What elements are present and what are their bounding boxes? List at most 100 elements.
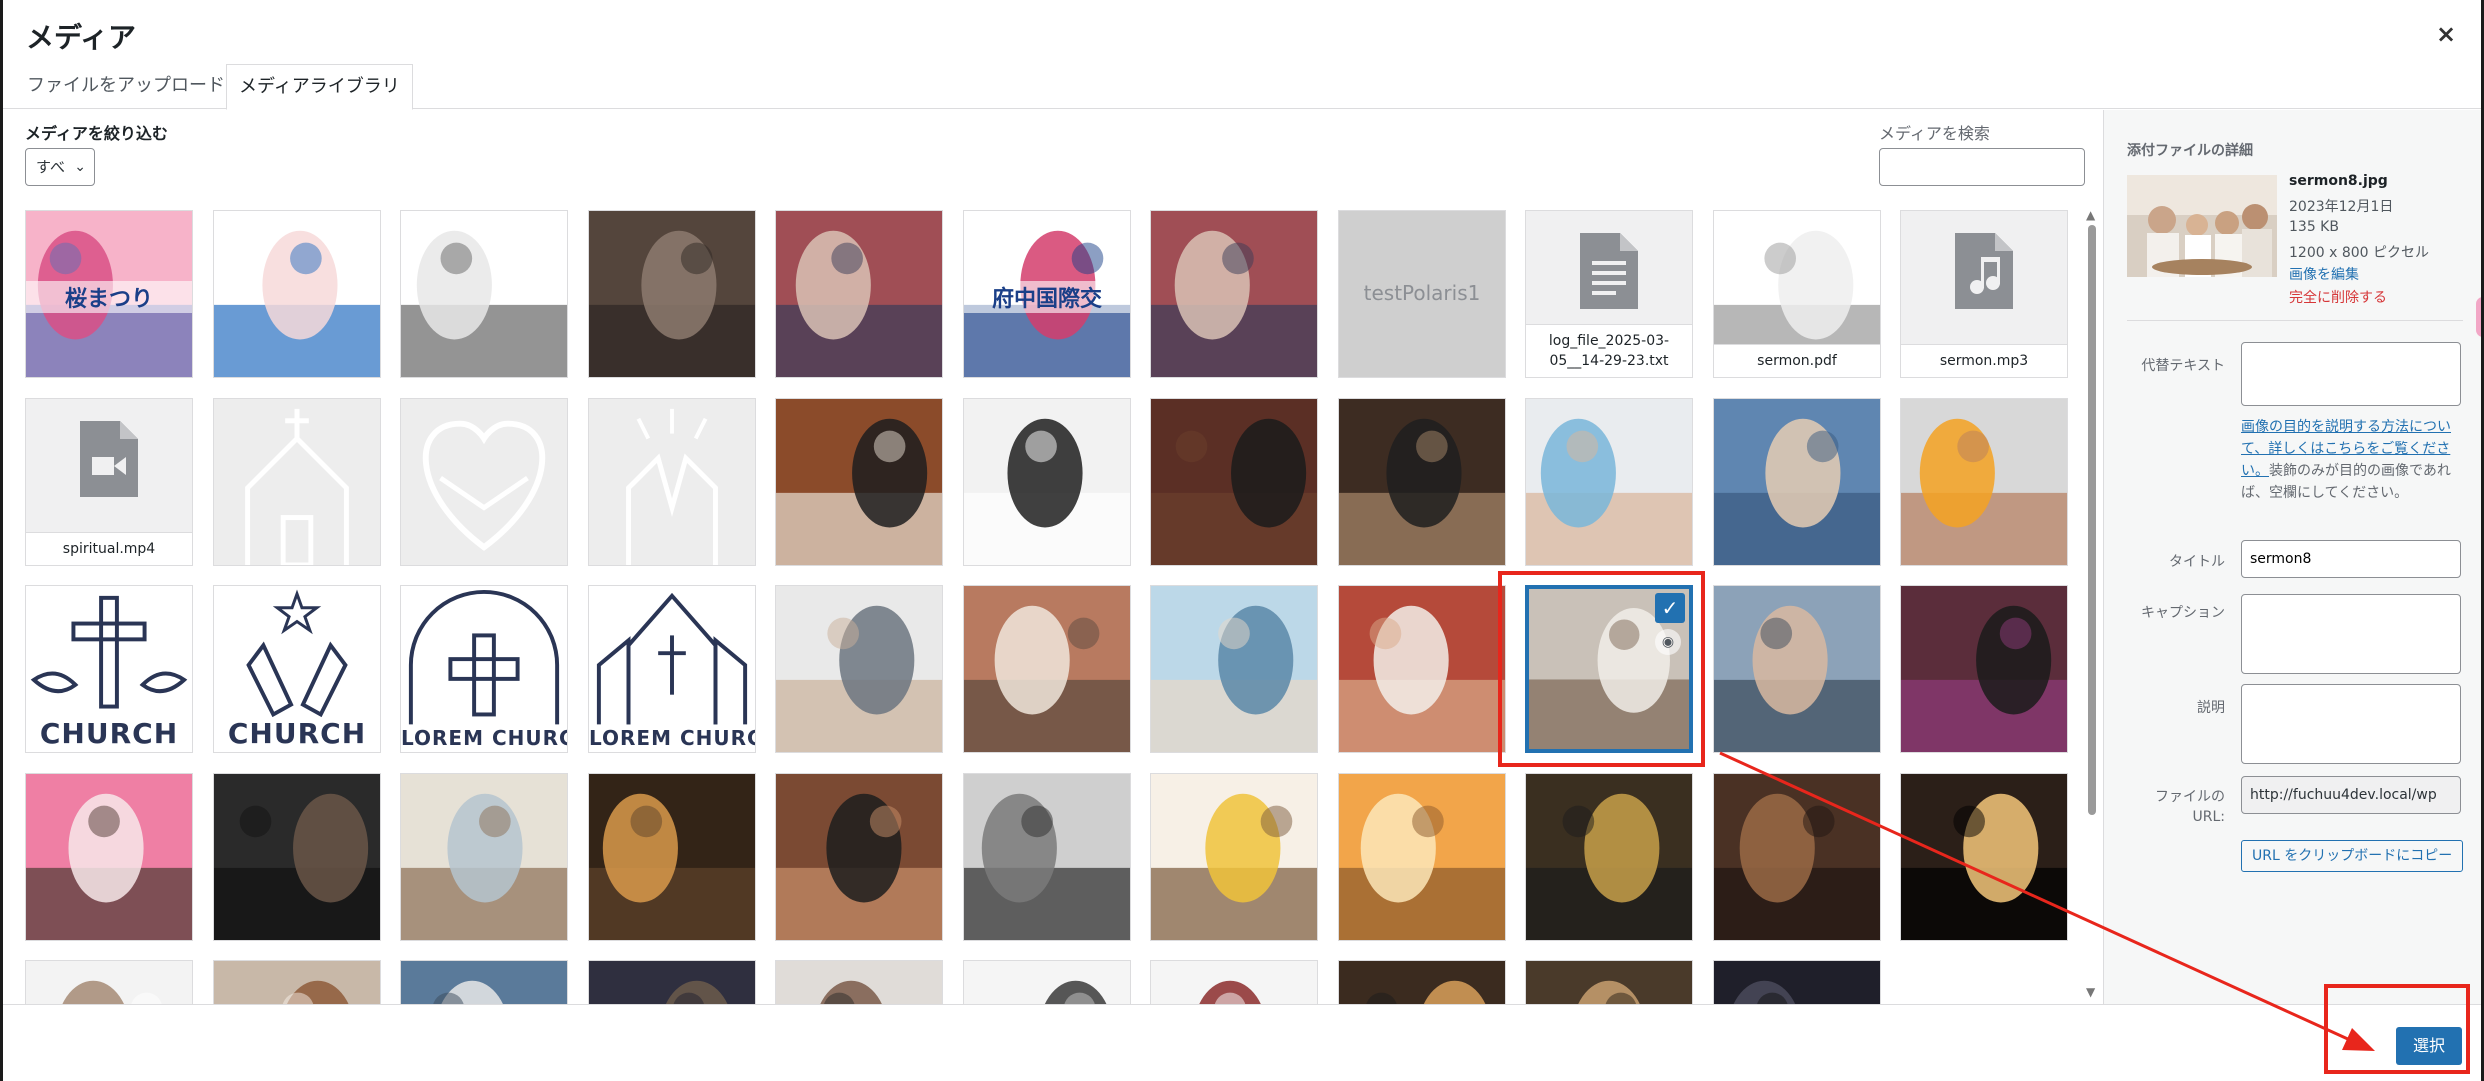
media-tile[interactable] <box>1525 960 1693 1005</box>
file-name-label: spiritual.mp4 <box>26 532 192 565</box>
media-tile[interactable] <box>775 210 943 378</box>
description-field[interactable] <box>2241 684 2461 764</box>
search-label: メディアを検索 <box>1879 124 1990 143</box>
media-tile[interactable] <box>1150 960 1318 1005</box>
media-tile[interactable] <box>1150 585 1318 753</box>
media-tile[interactable] <box>1900 773 2068 941</box>
media-tile[interactable] <box>588 398 756 566</box>
media-tile[interactable]: ✓ ◉ <box>1525 585 1693 753</box>
caption-field[interactable] <box>2241 594 2461 674</box>
scroll-up-icon[interactable]: ▲ <box>2086 208 2096 222</box>
media-tile[interactable] <box>1713 585 1881 753</box>
media-tile[interactable] <box>400 398 568 566</box>
media-tile[interactable]: 桜まつり <box>25 210 193 378</box>
media-tile[interactable] <box>25 960 193 1005</box>
search-input[interactable] <box>1879 148 2085 186</box>
alt-text-help-text: 装飾のみが目的の画像であれば、空欄にしてください。 <box>2241 463 2451 501</box>
alt-text-field[interactable] <box>2241 342 2461 406</box>
document-icon <box>1580 233 1638 309</box>
media-tile[interactable]: LOREM CHURCH <box>400 585 568 753</box>
media-tile[interactable] <box>400 210 568 378</box>
media-tile[interactable] <box>1713 773 1881 941</box>
edit-image-link[interactable]: 画像を編集 <box>2289 267 2359 283</box>
filter-select-value: すべ <box>36 158 65 176</box>
media-thumbnail <box>1339 961 1505 1005</box>
scrollbar-thumb[interactable] <box>2088 225 2096 815</box>
media-tile[interactable]: 府中国際交 <box>963 210 1131 378</box>
media-thumbnail <box>776 774 942 940</box>
media-tile[interactable] <box>213 773 381 941</box>
media-tile[interactable]: CHURCH <box>213 585 381 753</box>
media-thumbnail <box>401 961 567 1005</box>
media-thumbnail <box>1714 774 1880 940</box>
media-tile[interactable] <box>963 960 1131 1005</box>
media-tile[interactable] <box>1338 585 1506 753</box>
media-tile[interactable] <box>213 210 381 378</box>
media-tile[interactable] <box>1713 960 1881 1005</box>
media-tile[interactable] <box>213 398 381 566</box>
description-label: 説明 <box>2197 700 2225 716</box>
media-thumbnail <box>589 211 755 377</box>
media-tile[interactable] <box>213 960 381 1005</box>
media-tile[interactable]: log_file_2025-03-05__14-29-23.txt <box>1525 210 1693 378</box>
media-tile[interactable] <box>1150 210 1318 378</box>
file-size: 135 KB <box>2289 219 2339 235</box>
scroll-down-icon[interactable]: ▼ <box>2086 985 2096 999</box>
delete-permanently-link[interactable]: 完全に削除する <box>2289 290 2387 306</box>
media-thumbnail <box>1526 961 1692 1005</box>
media-tile[interactable]: sermon.pdf <box>1713 210 1881 378</box>
caption-label: キャプション <box>2141 605 2225 621</box>
media-tile[interactable]: testPolaris1 <box>1338 210 1506 378</box>
media-tile[interactable] <box>1338 398 1506 566</box>
checkmark-icon[interactable]: ✓ <box>1655 593 1685 623</box>
media-thumbnail <box>964 774 1130 940</box>
media-tile[interactable]: spiritual.mp4 <box>25 398 193 566</box>
media-tile[interactable]: CHURCH <box>25 585 193 753</box>
media-tile[interactable] <box>775 960 943 1005</box>
media-tile[interactable] <box>963 585 1131 753</box>
church-hands-star-icon <box>246 589 348 718</box>
copy-url-button[interactable]: URL をクリップボードにコピー <box>2241 840 2464 872</box>
media-tile[interactable] <box>400 773 568 941</box>
scroll-edge-indicator <box>2476 297 2481 337</box>
media-tile[interactable] <box>1525 398 1693 566</box>
tab-media-library[interactable]: メディアライブラリ <box>226 64 413 110</box>
media-tile[interactable]: LOREM CHURCH <box>588 585 756 753</box>
media-tile[interactable] <box>1150 773 1318 941</box>
media-tile[interactable] <box>400 960 568 1005</box>
media-thumbnail <box>214 961 380 1005</box>
media-tile[interactable] <box>1900 398 2068 566</box>
media-tile[interactable] <box>588 773 756 941</box>
alt-text-help-link[interactable]: 画像の目的を説明する方法について、詳しくはこちらをご覧ください。 <box>2241 419 2451 479</box>
file-url-label: ファイルの URL: <box>2155 789 2225 825</box>
tab-upload-files[interactable]: ファイルをアップロード <box>27 75 225 96</box>
media-thumbnail <box>776 961 942 1005</box>
select-button[interactable]: 選択 <box>2396 1027 2462 1065</box>
media-tile[interactable] <box>963 398 1131 566</box>
logo-text: CHURCH <box>227 717 367 750</box>
media-tile[interactable] <box>1900 585 2068 753</box>
media-tile[interactable] <box>1525 773 1693 941</box>
filter-select[interactable]: すべ ⌄ <box>25 148 95 186</box>
media-tile[interactable] <box>775 398 943 566</box>
media-thumbnail <box>1151 211 1317 377</box>
media-tile[interactable] <box>1338 960 1506 1005</box>
media-tile[interactable] <box>588 210 756 378</box>
file-date: 2023年12月1日 <box>2289 199 2394 215</box>
media-tile[interactable] <box>1713 398 1881 566</box>
close-icon[interactable]: × <box>2436 20 2457 48</box>
media-tile[interactable]: sermon.mp3 <box>1900 210 2068 378</box>
title-field[interactable] <box>2241 540 2461 578</box>
media-tile[interactable] <box>775 585 943 753</box>
alt-text-label: 代替テキスト <box>2141 358 2225 374</box>
file-url-field[interactable] <box>2241 776 2461 814</box>
media-tile[interactable] <box>1338 773 1506 941</box>
media-thumbnail <box>26 774 192 940</box>
media-tile[interactable] <box>588 960 756 1005</box>
media-tile[interactable] <box>963 773 1131 941</box>
media-tile[interactable] <box>25 773 193 941</box>
media-tile[interactable] <box>1150 398 1318 566</box>
media-tile[interactable] <box>775 773 943 941</box>
media-thumbnail <box>776 211 942 377</box>
media-thumbnail <box>214 774 380 940</box>
